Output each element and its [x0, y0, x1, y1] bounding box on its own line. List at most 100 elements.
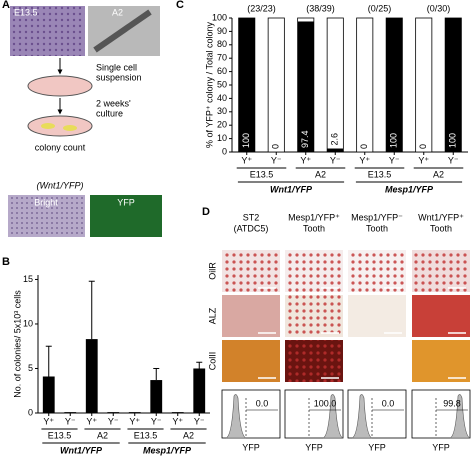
panel-a [8, 6, 162, 237]
y-tick-label: 80 [217, 39, 227, 49]
histogram-value: 0.0 [382, 398, 395, 408]
micrograph [412, 295, 470, 337]
histogram [351, 394, 373, 439]
count-label: (38/39) [306, 3, 335, 13]
pipette [93, 9, 152, 53]
y-tick-label: 50 [217, 79, 227, 89]
y-axis-label: No. of colonies/ 5x10³ cells [12, 290, 22, 398]
dish [27, 75, 93, 97]
micrograph-texture [348, 250, 406, 292]
x-tick-label: Y⁺ [300, 155, 311, 165]
x-tick-label: Y⁺ [418, 155, 429, 165]
strain-label: (Wnt1/YFP) [36, 180, 83, 190]
x-tick-label: Y⁺ [129, 416, 140, 426]
value-label: 0 [271, 144, 281, 149]
bar [386, 18, 403, 152]
y-tick-label: 0 [222, 146, 227, 156]
micrograph [222, 340, 280, 382]
bar [42, 376, 55, 413]
x-tick-label: Y⁻ [194, 416, 205, 426]
dish [27, 115, 93, 137]
y-tick-label: 10 [217, 133, 227, 143]
supergroup-label: Mesp1/YFP [385, 184, 434, 194]
panel-label: C [176, 0, 184, 11]
y-tick-label: 60 [217, 66, 227, 76]
step-label: suspension [96, 72, 142, 82]
colony [63, 125, 77, 131]
image-label: E13.5 [14, 7, 38, 17]
group-label: A2 [183, 430, 194, 440]
histogram [322, 394, 344, 439]
y-tick-label: 40 [217, 93, 227, 103]
histogram-value: 0.0 [256, 398, 269, 408]
bar-outline [356, 17, 374, 153]
x-tick-label: Y⁻ [65, 416, 76, 426]
panel-label: D [202, 206, 210, 218]
supergroup-label: Mesp1/YFP [143, 445, 192, 455]
y-tick-label: 100 [212, 12, 227, 22]
x-tick-label: Y⁻ [448, 155, 459, 165]
bar [171, 412, 184, 413]
micrograph [412, 340, 470, 382]
x-tick-label: Y⁺ [359, 155, 370, 165]
step-label: Single cell [96, 62, 137, 72]
y-tick-label: 10 [23, 318, 33, 328]
y-tick-label: 0 [28, 407, 33, 417]
group-label: E13.5 [134, 430, 158, 440]
group-label: A2 [97, 430, 108, 440]
group-label: E13.5 [48, 430, 72, 440]
micrograph [348, 295, 406, 337]
value-label: 0 [418, 144, 428, 149]
histogram-axis-label: YFP [242, 442, 260, 452]
column-label: Wnt1/YFP⁺ [418, 212, 464, 222]
value-label: 97.4 [300, 130, 310, 148]
y-tick-label: 30 [217, 106, 227, 116]
micrograph [222, 295, 280, 337]
y-tick-label: 90 [217, 26, 227, 36]
y-tick-label: 5 [28, 363, 33, 373]
value-label: 100 [241, 133, 251, 148]
count-label: (0/25) [368, 3, 392, 13]
channel-label: YFP [117, 197, 135, 207]
yfp-image [90, 195, 162, 237]
count-label: (23/23) [247, 3, 276, 13]
value-label: 0 [359, 144, 369, 149]
y-tick-label: 15 [23, 274, 33, 284]
bar [297, 21, 314, 153]
column-label: Tooth [303, 223, 325, 233]
column-label: Mesp1/YFP⁺ [288, 212, 340, 222]
bar [238, 18, 255, 152]
bright-image [8, 195, 85, 237]
bar [128, 412, 141, 413]
bar [85, 339, 98, 413]
value-label: 100 [448, 133, 458, 148]
group-label: A2 [433, 169, 444, 179]
y-tick-label: 70 [217, 53, 227, 63]
micrograph-texture [222, 250, 280, 292]
panel-label: B [2, 256, 10, 268]
row-label: ALZ [207, 307, 217, 324]
x-tick-label: Y⁻ [108, 416, 119, 426]
supergroup-label: Wnt1/YFP [270, 184, 313, 194]
x-tick-label: Y⁺ [43, 416, 54, 426]
image-label: A2 [112, 7, 123, 17]
channel-label: Bright [34, 197, 58, 207]
group-label: E13.5 [368, 169, 392, 179]
x-tick-label: Y⁻ [330, 155, 341, 165]
colony [41, 123, 55, 129]
bar [107, 412, 120, 413]
row-label: OilR [207, 262, 217, 280]
histogram-axis-label: YFP [368, 442, 386, 452]
row-label: ColII [207, 352, 217, 371]
histogram-value: 100.0 [314, 398, 337, 408]
histogram-axis-label: YFP [432, 442, 450, 452]
micrograph-texture [285, 295, 343, 337]
bar-outline [267, 17, 285, 153]
histogram-axis-label: YFP [305, 442, 323, 452]
bar [445, 18, 462, 152]
bar-outline [415, 17, 433, 153]
column-label: (ATDC5) [234, 223, 269, 233]
x-tick-label: Y⁺ [86, 416, 97, 426]
value-label: 2.6 [330, 133, 340, 146]
histogram [449, 394, 471, 439]
